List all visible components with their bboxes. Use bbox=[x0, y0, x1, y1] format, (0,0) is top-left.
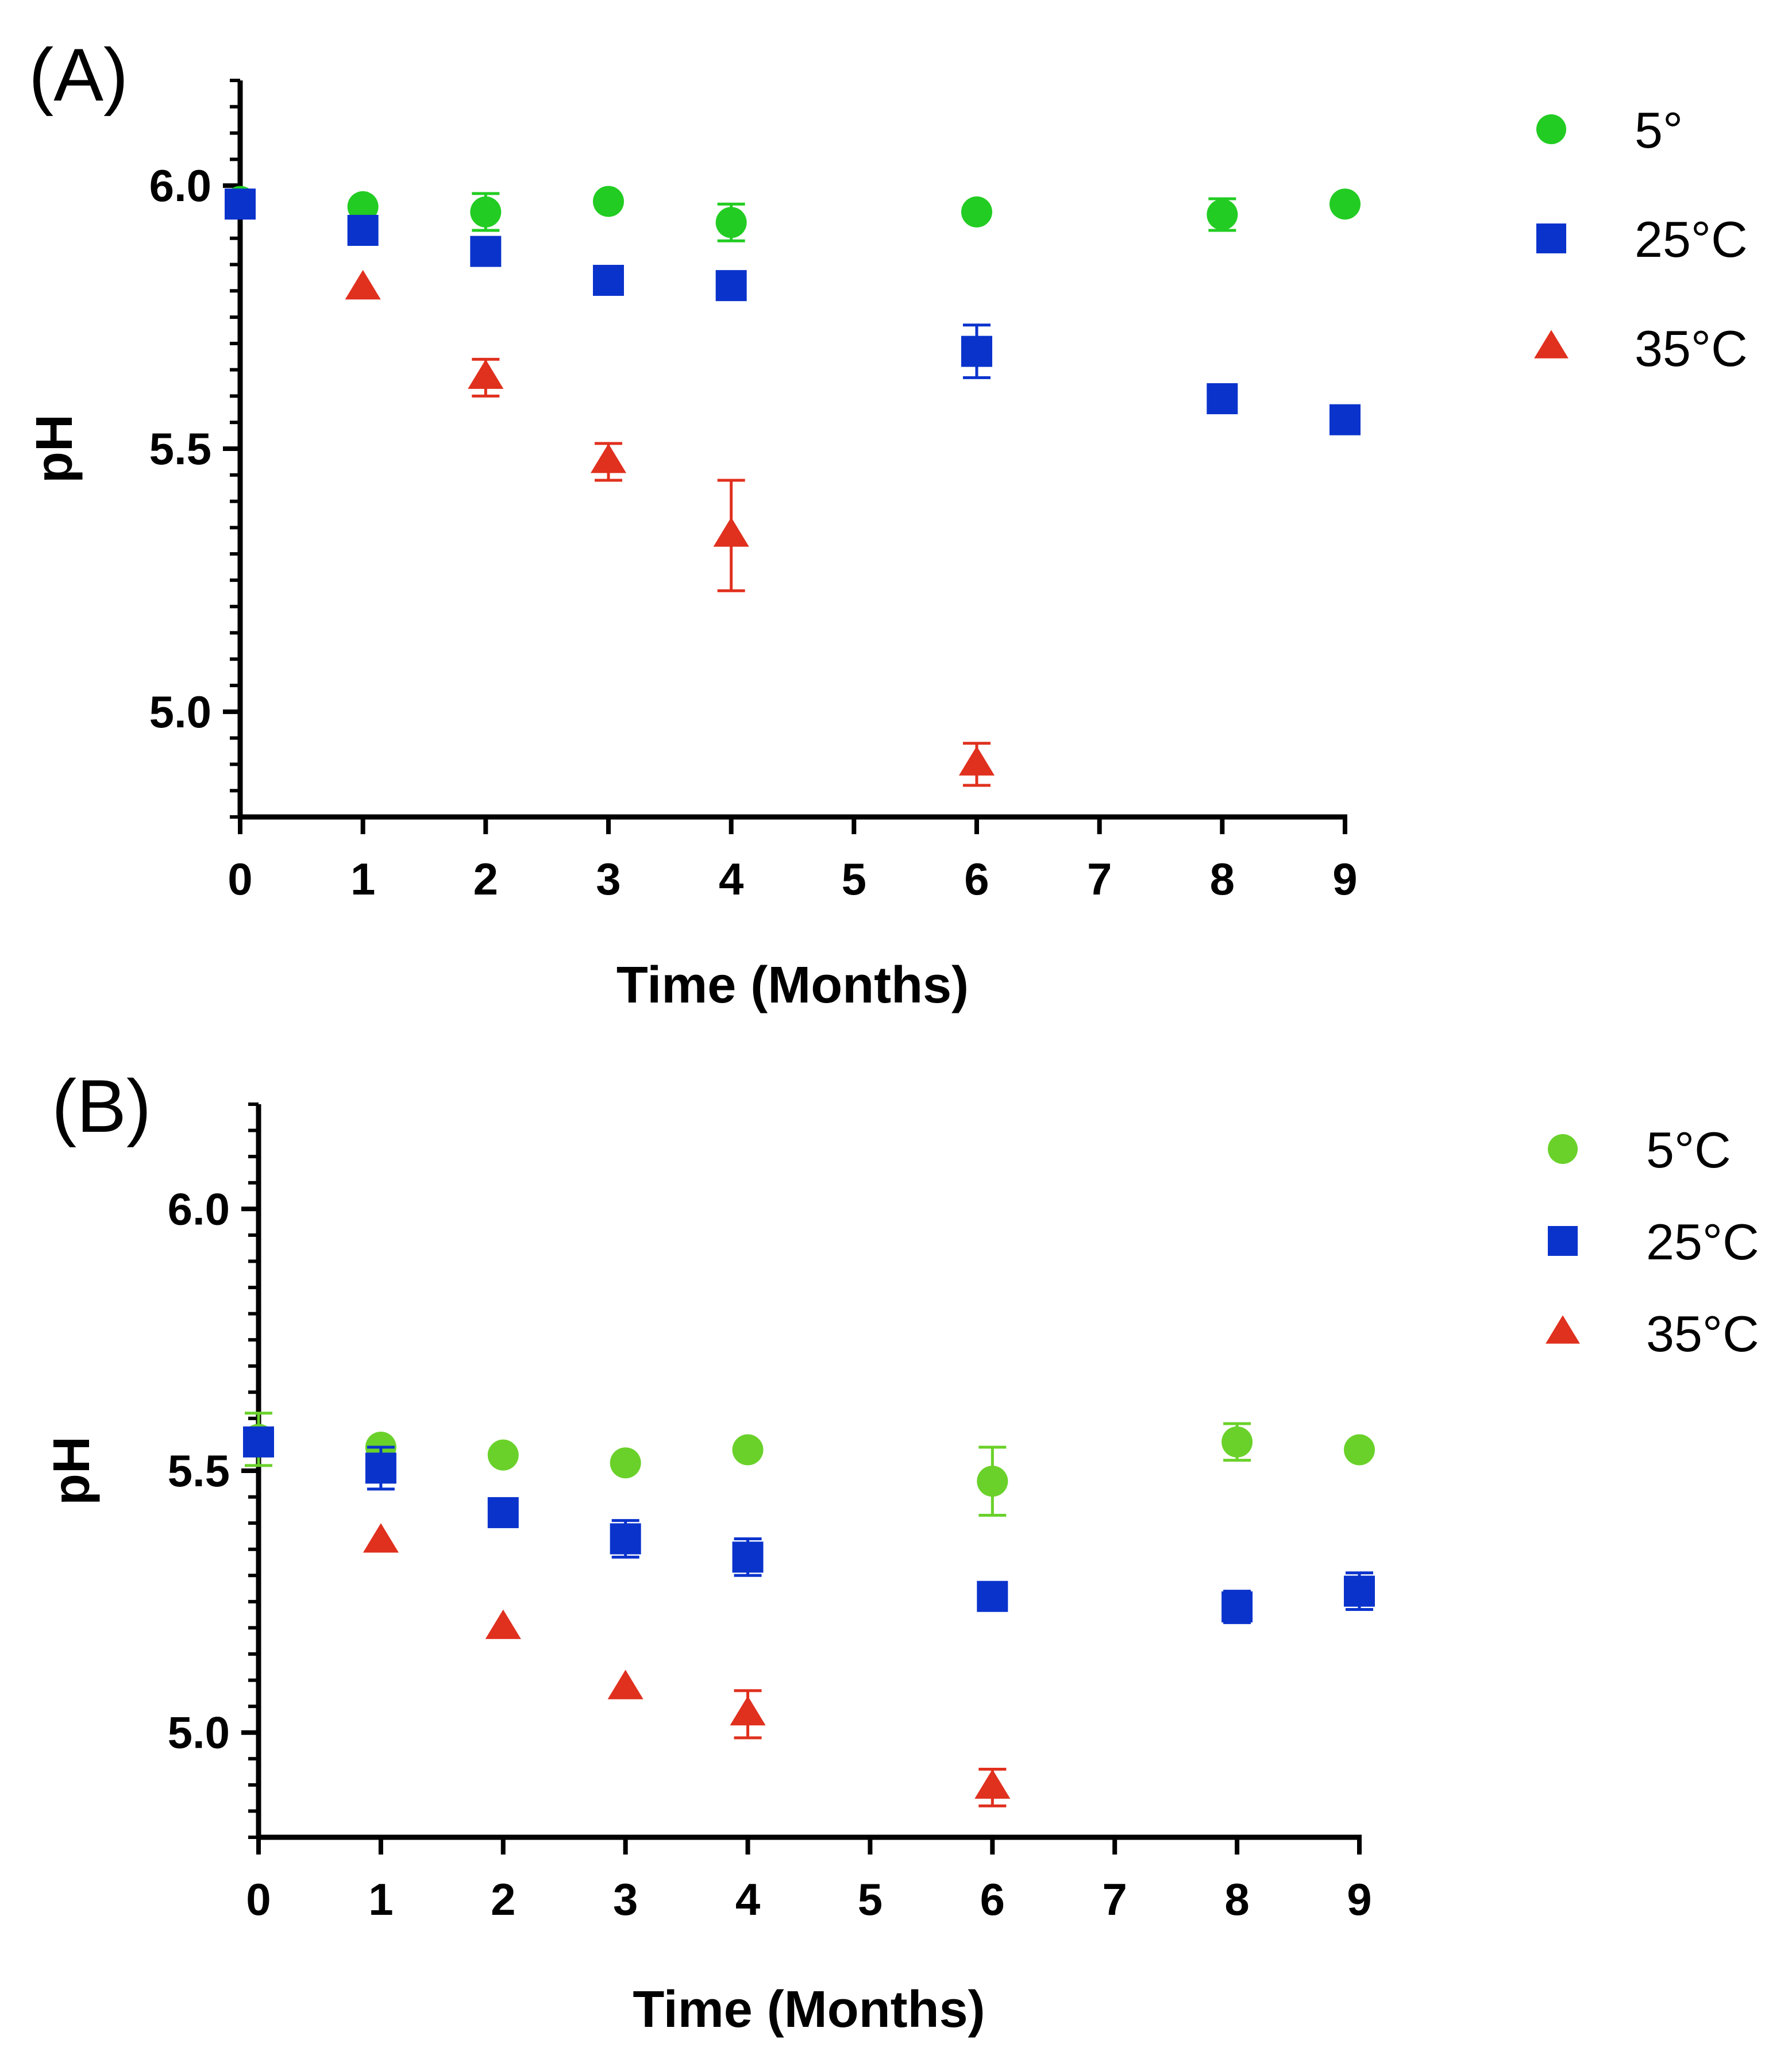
data-point bbox=[610, 1523, 641, 1555]
data-point bbox=[1344, 1575, 1375, 1607]
data-point bbox=[732, 1541, 764, 1573]
series-3 bbox=[345, 269, 995, 787]
x-tick-label: 6 bbox=[964, 854, 989, 904]
legend-label: 35°C bbox=[1635, 320, 1748, 377]
legend-label: 25°C bbox=[1635, 211, 1748, 268]
x-tick-label: 9 bbox=[1347, 1874, 1371, 1925]
x-axis-title: Time (Months) bbox=[633, 1981, 985, 2038]
data-point bbox=[345, 269, 381, 300]
chart-panel-b: (B) 5.0 5.5 6.0 0 1 2 3 4 5 6 7 8 9 Time (Months) pH 5°C… bbox=[43, 1064, 1759, 2038]
data-point bbox=[715, 207, 747, 238]
data-point bbox=[610, 1447, 641, 1479]
y-tick-label: 6.0 bbox=[168, 1183, 230, 1234]
x-tick-label: 1 bbox=[368, 1874, 393, 1925]
x-tick-label: 2 bbox=[491, 1874, 515, 1925]
legend-marker bbox=[1536, 114, 1566, 144]
panel-label: (A) bbox=[29, 33, 128, 117]
legend-marker bbox=[1536, 223, 1566, 253]
legend-label: 25°C bbox=[1646, 1213, 1759, 1270]
data-point bbox=[347, 214, 379, 246]
x-tick-label: 1 bbox=[350, 854, 375, 904]
x-tick-label: 3 bbox=[596, 854, 621, 904]
x-tick-label: 3 bbox=[613, 1874, 638, 1925]
series-2 bbox=[225, 188, 1361, 435]
y-axis-title: pH bbox=[43, 1436, 101, 1505]
data-point bbox=[347, 191, 379, 222]
data-point bbox=[1344, 1434, 1375, 1466]
data-point bbox=[1207, 383, 1238, 415]
panel-label: (B) bbox=[52, 1064, 151, 1148]
series-2 bbox=[243, 1426, 1375, 1624]
chart-panel-a: (A) 5.0 5.5 6.0 0 1 2 3 4 5 6 7 8 9 Time (Months) pH 5° 2… bbox=[26, 33, 1748, 1014]
legend-marker bbox=[1546, 1315, 1580, 1344]
legend-label: 5° bbox=[1635, 102, 1683, 159]
x-tick-label: 7 bbox=[1087, 854, 1112, 904]
x-tick-label: 5 bbox=[858, 1874, 882, 1925]
data-point bbox=[1329, 188, 1361, 220]
x-tick-label: 7 bbox=[1103, 1874, 1127, 1925]
x-tick-label: 5 bbox=[842, 854, 866, 904]
series-3 bbox=[363, 1523, 1011, 1807]
x-tick-label: 4 bbox=[719, 854, 743, 904]
x-axis-title: Time (Months) bbox=[616, 957, 969, 1014]
x-tick-label: 0 bbox=[246, 1874, 271, 1925]
data-point bbox=[470, 236, 502, 267]
data-point bbox=[593, 264, 624, 296]
series-1 bbox=[243, 1412, 1375, 1517]
data-point bbox=[974, 1769, 1011, 1799]
x-tick-label: 8 bbox=[1210, 854, 1235, 904]
x-tick-label: 6 bbox=[980, 1874, 1005, 1925]
legend-marker bbox=[1548, 1134, 1578, 1164]
legend-marker bbox=[1534, 330, 1569, 358]
data-point bbox=[1221, 1591, 1253, 1622]
data-point bbox=[977, 1466, 1008, 1497]
data-point bbox=[958, 746, 995, 776]
legend: 5°C 25°C 35°C bbox=[1546, 1121, 1759, 1362]
data-point bbox=[225, 188, 256, 220]
data-point bbox=[365, 1452, 396, 1484]
data-point bbox=[1207, 199, 1238, 230]
y-tick-label: 5.0 bbox=[149, 687, 211, 737]
y-tick-label: 5.5 bbox=[168, 1445, 230, 1496]
data-point bbox=[977, 1580, 1008, 1612]
data-point bbox=[961, 336, 992, 367]
legend-marker bbox=[1548, 1226, 1578, 1256]
data-point bbox=[715, 270, 747, 302]
data-point bbox=[593, 186, 624, 217]
data-point bbox=[713, 517, 749, 547]
data-point bbox=[468, 359, 504, 389]
data-point bbox=[590, 444, 627, 473]
x-tick-label: 4 bbox=[735, 1874, 760, 1925]
data-point bbox=[363, 1523, 399, 1553]
legend: 5° 25°C 35°C bbox=[1534, 102, 1748, 377]
y-tick-label: 6.0 bbox=[149, 160, 211, 211]
x-tick-label: 0 bbox=[228, 854, 252, 904]
series-1 bbox=[225, 186, 1361, 242]
data-point bbox=[470, 196, 502, 228]
data-point bbox=[487, 1439, 519, 1471]
data-point bbox=[730, 1696, 766, 1726]
data-point bbox=[732, 1434, 764, 1466]
y-axis-title: pH bbox=[26, 414, 83, 483]
x-tick-label: 8 bbox=[1224, 1874, 1249, 1925]
data-point bbox=[1329, 404, 1361, 435]
data-point bbox=[243, 1426, 274, 1458]
legend-label: 35°C bbox=[1646, 1305, 1759, 1362]
x-tick-label: 9 bbox=[1332, 854, 1357, 904]
legend-label: 5°C bbox=[1646, 1121, 1731, 1178]
x-tick-label: 2 bbox=[473, 854, 498, 904]
data-point bbox=[485, 1609, 521, 1639]
data-point bbox=[487, 1497, 519, 1528]
data-point bbox=[961, 196, 992, 228]
data-point bbox=[607, 1670, 643, 1699]
y-tick-label: 5.5 bbox=[149, 423, 211, 474]
y-tick-label: 5.0 bbox=[168, 1707, 230, 1758]
data-point bbox=[1221, 1426, 1253, 1458]
